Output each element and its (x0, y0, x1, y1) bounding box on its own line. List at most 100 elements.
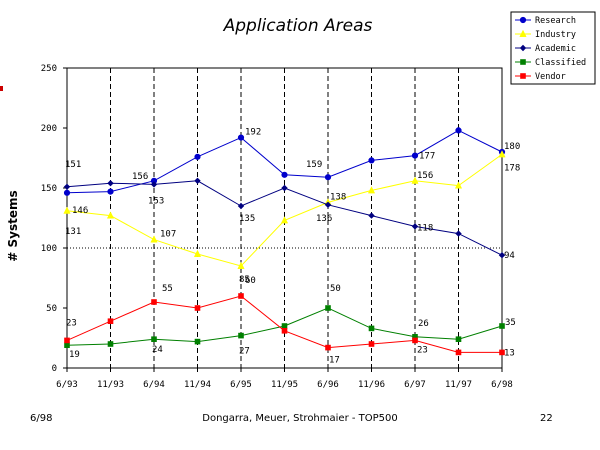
data-point (281, 323, 288, 329)
data-point (454, 181, 463, 189)
data-point (194, 153, 201, 160)
data-point (498, 150, 506, 158)
y-tick-label: 50 (46, 304, 57, 314)
data-label: 118 (417, 223, 433, 233)
series-academic (63, 177, 506, 259)
data-label: 55 (162, 284, 173, 294)
y-tick-label: 0 (52, 364, 57, 374)
data-label: 23 (66, 318, 77, 328)
data-label: 135 (239, 214, 255, 224)
data-label: 156 (417, 171, 433, 181)
data-point (411, 223, 419, 230)
legend-entry: Academic (515, 44, 576, 54)
data-point (107, 188, 114, 195)
axes: 0 50 100 150 200 250 6/93 11/93 6/94 11/94 6/95 11/… (41, 64, 513, 390)
data-label: 180 (504, 142, 520, 152)
data-point (411, 152, 419, 159)
footer-date: 6/98 (30, 413, 53, 424)
data-label: 138 (330, 192, 346, 202)
data-point (106, 211, 115, 219)
legend-label: Academic (535, 44, 576, 54)
series-layer (63, 127, 506, 356)
x-tick-label: 11/95 (271, 380, 298, 390)
data-point (325, 305, 331, 311)
data-label: 17 (329, 356, 340, 366)
data-point (151, 299, 157, 305)
data-point (412, 337, 418, 344)
data-point (63, 183, 71, 190)
legend-marker (519, 44, 527, 52)
data-point (107, 180, 114, 187)
legend-label: Research (535, 16, 576, 26)
data-point (150, 235, 158, 243)
data-point (281, 328, 288, 334)
x-tick-label: 11/94 (184, 380, 211, 390)
x-tick-label: 6/98 (491, 380, 513, 390)
data-label: 27 (239, 347, 250, 357)
legend-entry: Vendor (515, 72, 566, 82)
data-point (325, 344, 331, 351)
x-tick-label: 6/97 (404, 380, 426, 390)
data-point (63, 206, 71, 214)
y-tick-label: 100 (41, 244, 57, 254)
data-point (194, 338, 201, 345)
data-point (412, 334, 418, 340)
data-point (237, 134, 245, 141)
legend: Research Industry Academic Classified Vendor (510, 11, 596, 85)
grid (67, 68, 502, 368)
legend-marker (519, 16, 527, 24)
data-point (237, 261, 245, 269)
data-point (281, 171, 288, 178)
legend-label: Classified (535, 58, 586, 68)
data-label: 159 (306, 160, 322, 170)
data-point (455, 230, 462, 237)
data-point (64, 337, 70, 344)
data-point (498, 252, 506, 259)
legend-marker (519, 29, 527, 37)
data-label: 60 (245, 276, 256, 286)
data-point (237, 202, 245, 210)
data-label: 24 (152, 345, 163, 355)
data-label: 151 (65, 160, 81, 170)
data-label: 85 (239, 275, 250, 285)
y-tick-label: 150 (41, 184, 57, 194)
data-point (411, 176, 419, 184)
data-point (324, 201, 332, 208)
data-label: 94 (504, 251, 515, 261)
x-tick-label: 11/97 (445, 380, 472, 390)
data-point (238, 332, 244, 339)
data-point (194, 177, 201, 184)
data-point (194, 305, 201, 311)
legend-label: Industry (535, 30, 576, 40)
data-point (151, 336, 157, 342)
data-label: 178 (504, 163, 520, 173)
footer-credits: Dongarra, Meuer, Strohmaier - TOP500 (202, 413, 398, 424)
data-point (107, 318, 114, 324)
data-label: 26 (418, 319, 429, 329)
data-point (280, 216, 289, 224)
data-point (455, 336, 462, 342)
data-point (499, 349, 505, 356)
data-label: 23 (417, 345, 428, 355)
chart-title: Application Areas (223, 16, 373, 36)
legend-marker (520, 73, 526, 79)
data-point (107, 341, 114, 347)
data-point (455, 127, 462, 134)
legend-entry: Research (515, 16, 576, 26)
data-label: 131 (65, 227, 81, 237)
data-point (368, 157, 375, 164)
data-point (238, 293, 244, 299)
data-point (150, 181, 158, 188)
data-label: 153 (148, 196, 164, 206)
data-point (368, 325, 375, 332)
data-label: 107 (160, 230, 176, 240)
y-axis-label: # Systems (6, 190, 20, 261)
x-tick-label: 6/94 (143, 380, 165, 390)
y-tick-label: 200 (41, 124, 57, 134)
data-label: 13 (504, 348, 515, 358)
data-label: 192 (245, 128, 261, 138)
edge-marker (0, 86, 3, 91)
data-point (64, 342, 70, 348)
legend-marker (520, 59, 526, 65)
